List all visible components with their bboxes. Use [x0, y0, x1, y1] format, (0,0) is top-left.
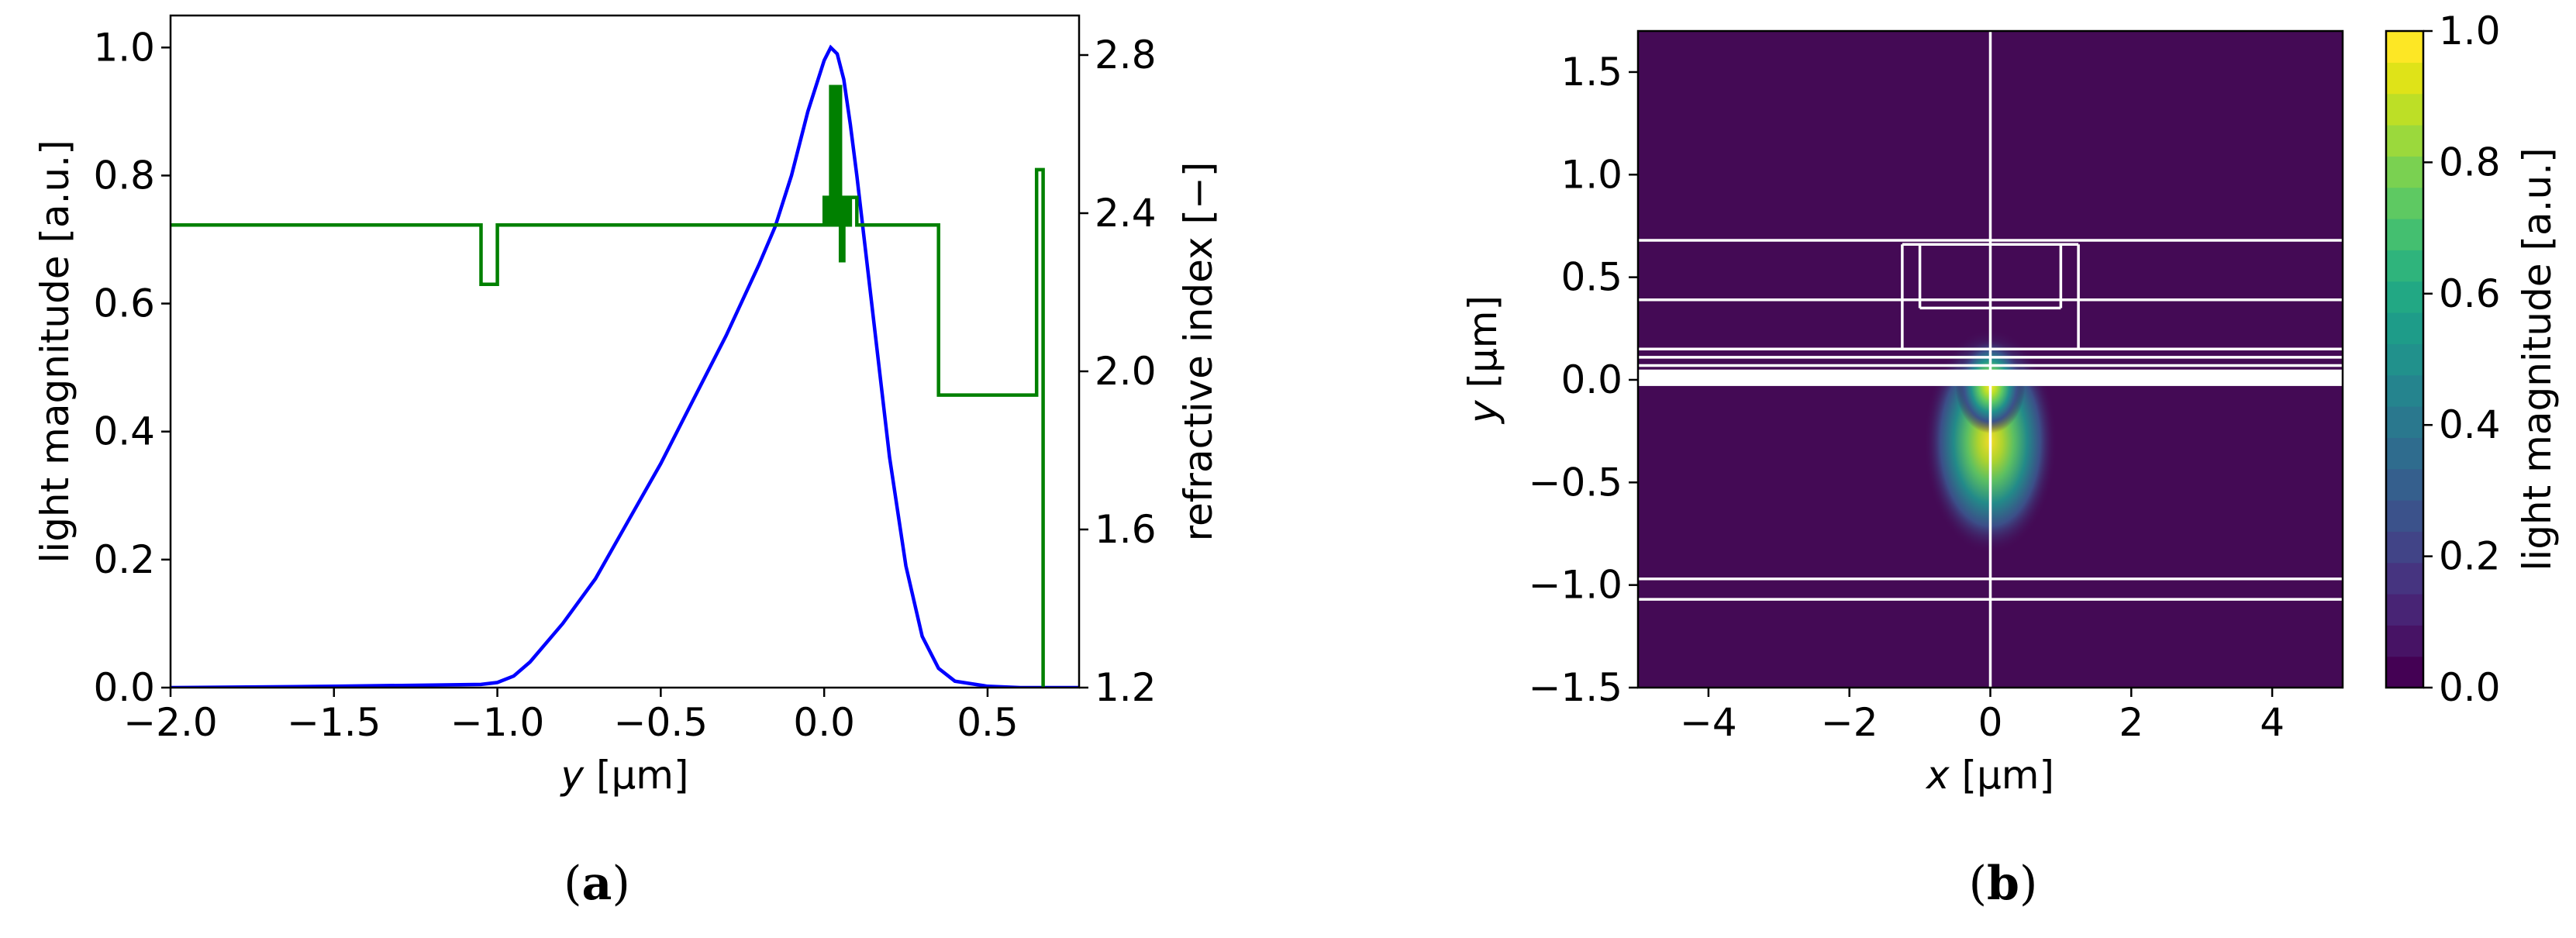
y-tick-label: −0.5	[1529, 460, 1623, 505]
y-tick-label: 0.0	[1560, 357, 1623, 402]
colorbar-level	[2386, 250, 2423, 282]
y2-tick-label: 1.2	[1095, 665, 1157, 710]
x-axis-label-symbol: y	[559, 753, 585, 798]
x-tick-label: 0.0	[793, 700, 855, 745]
colorbar-level	[2386, 562, 2423, 595]
y-axis-label-symbol: y	[1460, 399, 1505, 425]
y-tick-label: 0.4	[93, 409, 155, 454]
x-tick-label: 2	[2119, 700, 2143, 745]
y-tick-label: 1.0	[93, 25, 155, 70]
x-axis-label: y [µm]	[559, 753, 688, 798]
x-tick-label: −0.5	[614, 700, 708, 745]
y2-tick-label: 2.0	[1095, 349, 1157, 394]
panel-a-chart: −2.0 −1.5 −1.0 −0.5 0.0 0.5 0.0 0.2 0.4 0.6 0.8 1.0…	[33, 14, 1221, 798]
colorbar-level	[2386, 156, 2423, 188]
x-tick-label: −2.0	[123, 700, 217, 745]
colorbar-tick-label: 0.2	[2439, 534, 2501, 579]
x-axis-label-symbol: x	[1925, 753, 1950, 798]
x-tick-label: −1.5	[287, 700, 381, 745]
x-axis-label: x [µm]	[1925, 753, 2054, 798]
colorbar-level	[2386, 594, 2423, 626]
y2-tick-label: 2.4	[1095, 191, 1157, 236]
colorbar-frame	[2385, 29, 2425, 689]
caption-b: (b)	[1968, 857, 2038, 911]
colorbar: 0.0 0.2 0.4 0.6 0.8 1.0 light magnitude [a.u.]	[2385, 9, 2560, 710]
colorbar-level	[2386, 312, 2423, 344]
x-tick-label: −2	[1821, 700, 1878, 745]
colorbar-level	[2386, 281, 2423, 313]
colorbar-tick-label: 0.0	[2439, 665, 2501, 710]
colorbar-level	[2386, 93, 2423, 126]
light-magnitude-series-line	[171, 44, 1079, 688]
colorbar-level	[2386, 437, 2423, 470]
colorbar-level	[2386, 219, 2423, 250]
y-axis-label-unit: [µm]	[1460, 295, 1505, 400]
colorbar-tick-label: 0.8	[2439, 140, 2501, 184]
x-tick-label: 4	[2260, 700, 2285, 745]
y-tick-label: −1.0	[1529, 563, 1623, 608]
y2-tick-label: 1.6	[1095, 507, 1157, 552]
colorbar-level	[2386, 62, 2423, 95]
refractive-index-series-line	[171, 84, 1045, 688]
colorbar-level	[2386, 125, 2423, 157]
colorbar-level	[2386, 468, 2423, 501]
panel-b-heatmap: −4 −2 0 2 4−1.5−1.0−0.50.00.51.01.5x [µm]y […	[1460, 29, 2344, 798]
y-tick-label: −1.5	[1529, 665, 1623, 710]
x-axis-label-unit: [µm]	[1950, 753, 2054, 798]
colorbar-label: light magnitude [a.u.]	[2515, 147, 2560, 571]
y-tick-label: 1.5	[1560, 50, 1623, 95]
colorbar-level	[2386, 531, 2423, 564]
colorbar-level	[2386, 374, 2423, 407]
y-tick-label: 0.2	[93, 537, 155, 582]
caption-a: (a)	[564, 857, 630, 911]
y-axis-label: y [µm]	[1460, 295, 1505, 425]
colorbar-level	[2386, 500, 2423, 532]
y-tick-label: 0.0	[93, 665, 155, 710]
colorbar-tick-label: 0.4	[2439, 402, 2501, 447]
y2-axis-label: refractive index [−]	[1176, 162, 1221, 542]
colorbar-level	[2386, 31, 2423, 63]
colorbar-tick-label: 1.0	[2439, 9, 2501, 53]
y-tick-label: 0.6	[93, 281, 155, 326]
colorbar-level	[2386, 406, 2423, 438]
y-tick-label: 0.8	[93, 153, 155, 198]
colorbar-level	[2386, 625, 2423, 657]
x-tick-label: −1.0	[450, 700, 544, 745]
x-tick-label: −4	[1680, 700, 1737, 745]
x-tick-label: 0	[1978, 700, 2003, 745]
y-tick-label: 0.5	[1560, 255, 1623, 300]
y2-tick-label: 2.8	[1095, 33, 1157, 78]
y-axis-label: light magnitude [a.u.]	[33, 140, 78, 563]
colorbar-tick-label: 0.6	[2439, 271, 2501, 316]
x-tick-label: 0.5	[957, 700, 1019, 745]
colorbar-level	[2386, 187, 2423, 219]
colorbar-level	[2386, 343, 2423, 376]
y-tick-label: 1.0	[1560, 152, 1623, 197]
plot-frame	[169, 14, 1081, 689]
colorbar-level	[2386, 656, 2423, 688]
x-axis-label-unit: [µm]	[584, 753, 688, 798]
